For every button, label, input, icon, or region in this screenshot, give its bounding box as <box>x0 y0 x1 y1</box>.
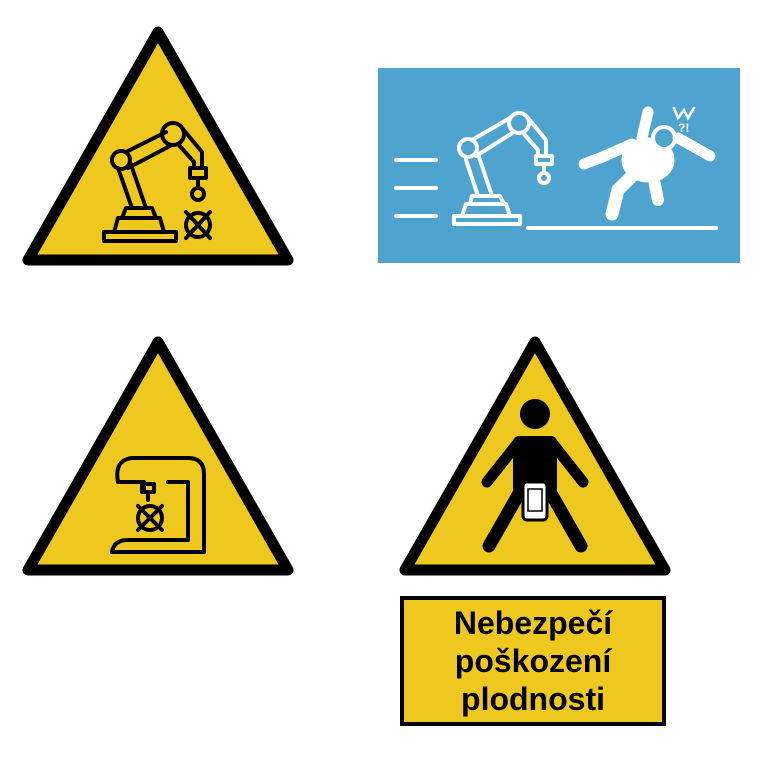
robotic-arm-icon <box>102 121 212 243</box>
robot-collision-fall-icon <box>394 111 718 230</box>
mixer-warning-sign <box>22 336 294 576</box>
label-line-3: plodnosti <box>461 681 605 717</box>
fertility-warning-sign <box>399 336 671 576</box>
svg-text:?!: ?! <box>678 121 689 135</box>
person-phone-icon <box>481 399 589 553</box>
falling-person-icon: ?! <box>578 106 716 221</box>
label-text: Nebezpečí poškození plodnosti <box>454 604 612 718</box>
stand-mixer-icon <box>110 456 206 554</box>
label-line-2: poškození <box>454 643 612 679</box>
fertility-hazard-label: Nebezpečí poškození plodnosti <box>400 596 666 726</box>
robot-arm-warning-sign <box>22 26 294 266</box>
label-line-1: Nebezpečí <box>453 605 613 641</box>
robot-collision-panel: ?! <box>378 68 740 263</box>
